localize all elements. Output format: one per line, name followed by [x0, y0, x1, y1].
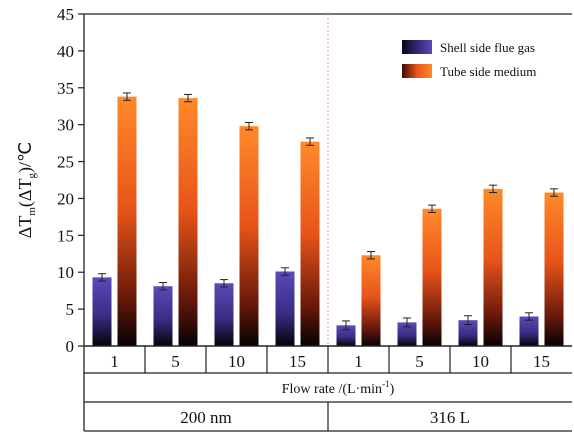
y-tick-label: 0 — [66, 337, 75, 356]
shell-error-bar-6 — [403, 317, 411, 328]
tube-error-bar-3 — [245, 121, 253, 131]
shell-bar-3 — [214, 283, 234, 346]
category-label: 15 — [533, 352, 550, 371]
bars — [92, 92, 564, 347]
category-label: 10 — [228, 352, 245, 371]
tube-bar-7 — [483, 188, 503, 346]
category-label: 5 — [171, 352, 180, 371]
x-axis-label: Flow rate /(L·min-1) — [282, 379, 395, 397]
shell-error-bar-4 — [281, 267, 289, 276]
shell-error-bar-7 — [464, 315, 472, 326]
legend: Shell side flue gas Tube side medium — [402, 40, 536, 79]
y-tick-label: 35 — [57, 79, 74, 98]
y-tick-label: 10 — [57, 263, 74, 282]
shell-bar-7 — [458, 320, 478, 346]
plot-frame — [83, 13, 572, 346]
y-tick-label: 40 — [57, 42, 74, 61]
y-tick-label: 20 — [57, 189, 74, 208]
y-axis-label: ΔTm(ΔTg)/℃ — [15, 142, 38, 238]
tube-error-bar-6 — [428, 204, 436, 213]
category-label: 1 — [110, 352, 119, 371]
y-tick-label: 30 — [57, 116, 74, 135]
y-tick-label: 15 — [57, 226, 74, 245]
tube-error-bar-7 — [489, 184, 497, 194]
category-label: 5 — [415, 352, 424, 371]
group-label: 316 L — [430, 408, 470, 427]
tube-bar-6 — [422, 208, 442, 346]
category-label: 1 — [354, 352, 363, 371]
y-tick-label: 45 — [57, 5, 74, 24]
legend-label-tube: Tube side medium — [440, 64, 536, 79]
shell-error-bar-3 — [220, 279, 228, 288]
tube-bar-3 — [239, 126, 259, 347]
y-axis: 0 5 10 15 20 25 30 35 40 45 — [57, 5, 84, 356]
tube-bar-5 — [361, 255, 381, 346]
tube-error-bar-4 — [306, 137, 314, 146]
tube-error-bar-1 — [123, 92, 131, 101]
shell-bar-5 — [336, 325, 356, 346]
shell-bar-4 — [275, 271, 295, 346]
tube-error-bar-2 — [184, 93, 192, 103]
shell-bar-1 — [92, 277, 112, 346]
group-label: 200 nm — [180, 408, 231, 427]
tube-bar-8 — [544, 192, 564, 346]
legend-label-shell: Shell side flue gas — [440, 40, 535, 55]
shell-bar-6 — [397, 322, 417, 346]
shell-error-bar-2 — [159, 282, 167, 291]
shell-bar-2 — [153, 286, 173, 346]
tube-error-bar-8 — [550, 188, 558, 197]
shell-bar-8 — [519, 316, 539, 346]
category-label: 10 — [472, 352, 489, 371]
shell-error-bar-8 — [525, 312, 533, 321]
category-label: 15 — [289, 352, 306, 371]
tube-error-bar-5 — [367, 251, 375, 260]
legend-swatch-tube — [402, 64, 432, 78]
tube-bar-2 — [178, 98, 198, 347]
legend-swatch-shell — [402, 40, 432, 54]
shell-error-bar-5 — [342, 320, 350, 331]
y-tick-label: 25 — [57, 153, 74, 172]
tube-bar-4 — [300, 141, 320, 346]
tube-bar-1 — [117, 96, 137, 347]
y-tick-label: 5 — [66, 300, 75, 319]
shell-error-bar-1 — [98, 273, 106, 282]
